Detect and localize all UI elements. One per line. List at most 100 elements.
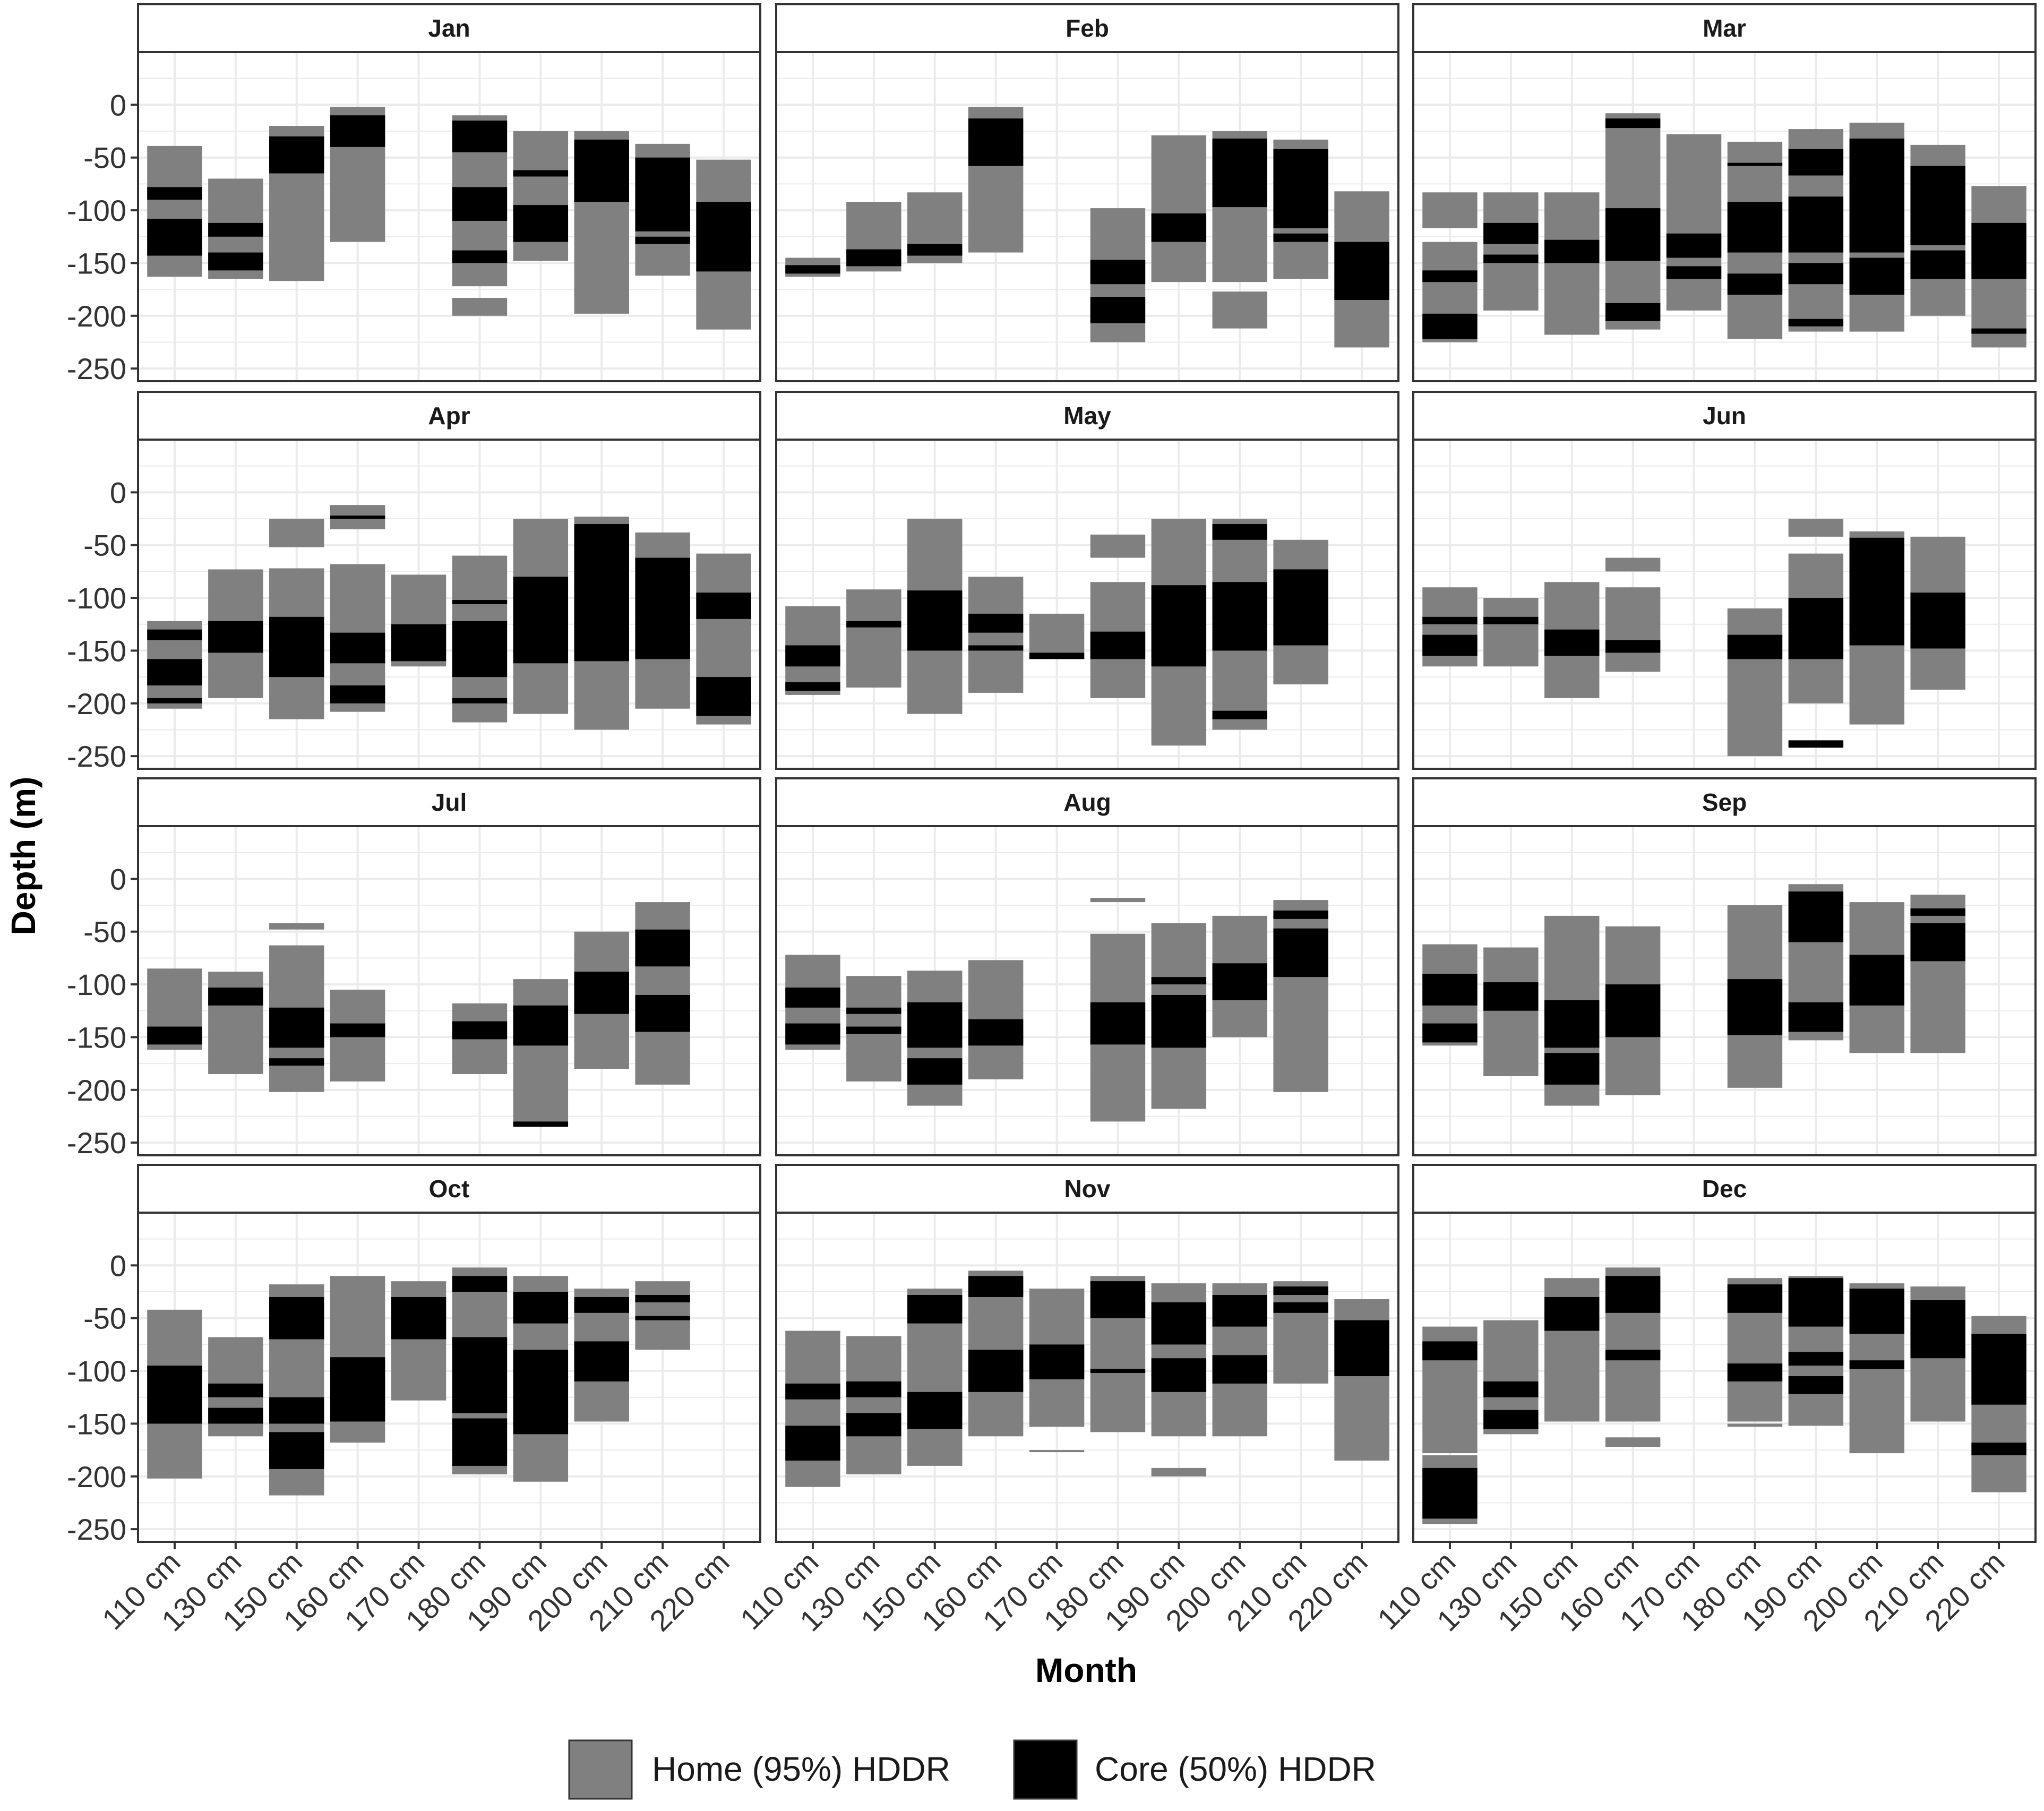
facet-strip [775,1164,1399,1214]
core-bar [1788,598,1844,659]
panel-border [137,825,761,1156]
core-bar [846,1381,901,1397]
core-bar [968,118,1024,166]
core-bar [1849,138,1904,253]
core-bar [1727,202,1783,253]
core-bar [1788,319,1844,327]
home-bar [846,1336,901,1474]
core-bar [968,1276,1024,1297]
y-tick-label: -100 [67,968,126,1001]
gridlines [1413,440,2036,769]
home-bar [968,577,1024,693]
core-bar [147,187,202,200]
core-bar [1666,266,1722,279]
facet-label: Mar [1703,14,1746,42]
facet-strip [775,3,1399,53]
core-bar [513,1121,569,1127]
core-bar [907,1002,963,1048]
facet-strip [137,3,761,53]
y-tick-label: -250 [67,1513,126,1546]
y-tick-label: -50 [83,915,126,949]
core-bar [1273,1302,1328,1313]
facet-label: Sep [1702,788,1747,816]
y-tick-label: -150 [67,246,126,280]
home-bar [1727,1423,1783,1427]
facet-strip [1412,1164,2037,1214]
facet-label: Jan [428,14,470,42]
core-bar [1727,979,1783,1035]
core-bar [1910,250,1965,279]
panel-jun: Jun [1412,391,2037,770]
core-bar [785,265,840,274]
core-bar [846,249,901,267]
home-bar [1605,1437,1661,1447]
core-bar [1910,923,1965,962]
core-bar [1727,1284,1783,1313]
core-bar [208,222,263,237]
core-bar [1544,239,1600,263]
core-bar [785,682,840,691]
y-tick-label: -200 [67,299,126,333]
core-bar [1212,1355,1267,1384]
core-bar [1605,1276,1661,1313]
y-tick-label: -100 [67,581,126,615]
core-bar [635,929,690,967]
facet-panels: Jan Feb Mar Apr May Jun Jul Aug Sep Oct Nov Dec [137,3,2037,1543]
core-bar [635,1316,690,1320]
y-tick-label: -150 [67,1020,126,1054]
y-tick-label: -250 [67,352,126,385]
panel-border [775,439,1399,770]
home-bar [1090,534,1146,558]
core-bar [1212,963,1267,1000]
core-bar [1483,616,1539,624]
core-bar [513,205,569,242]
core-bar [1788,740,1844,748]
core-bar [452,698,508,703]
core-bar [1849,955,1904,1006]
core-bar [1090,297,1146,323]
core-bar [1029,653,1085,659]
panel-border [1412,1212,2037,1543]
core-bar [968,613,1024,633]
core-bar [208,1407,263,1424]
core-bar [269,1058,324,1066]
core-bar [785,988,840,1008]
facet-strip [1412,3,2037,53]
core-bar [1605,1350,1661,1361]
core-bar [147,629,202,640]
core-bar [1090,1369,1146,1374]
y-tick-label: -150 [67,1407,126,1440]
core-bar [452,121,508,152]
core-bar [696,202,751,272]
y-tick-label: 0 [110,476,126,509]
facet-strip [1412,777,2037,827]
core-bar [269,136,324,174]
core-bar [574,1297,629,1313]
y-tick-label: 0 [110,862,126,896]
panel-aug: Aug [775,777,1399,1156]
core-bar [1605,208,1661,261]
core-bar [1151,1358,1207,1392]
home-bar [1029,1450,1085,1453]
panel-feb: Feb [775,3,1399,382]
core-bar [574,972,629,1014]
home-bar [1910,895,1965,1053]
core-bar [452,250,508,263]
panel-oct: Oct [137,1164,761,1543]
home-bar [785,1331,840,1487]
core-bar [208,621,263,653]
core-bar [1788,891,1844,942]
panel-dec: Dec [1412,1164,2037,1543]
core-bar [968,1019,1024,1046]
core-bar [1849,258,1904,295]
core-bar [1483,1381,1539,1397]
core-bar [907,1058,963,1085]
core-bar [785,1023,840,1045]
core-bar [452,1418,508,1466]
core-bar [1273,569,1328,646]
home-bar [1605,557,1661,572]
home-bar [1483,947,1539,1076]
core-bar [330,516,385,519]
core-bar [1422,1341,1478,1361]
panel-may: May [775,391,1399,770]
